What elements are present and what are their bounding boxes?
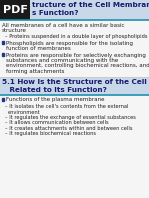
Text: – Proteins suspended in a double layer of phospholipids: – Proteins suspended in a double layer o… bbox=[5, 34, 148, 39]
Text: function of membranes: function of membranes bbox=[6, 46, 71, 51]
Text: Functions of the plasma membrane: Functions of the plasma membrane bbox=[6, 97, 104, 103]
FancyBboxPatch shape bbox=[30, 0, 149, 20]
Text: PDF: PDF bbox=[3, 5, 27, 15]
Text: – It regulates the exchange of essential substances: – It regulates the exchange of essential… bbox=[5, 115, 136, 120]
Text: – It isolates the cell's contents from the external: – It isolates the cell's contents from t… bbox=[5, 104, 128, 109]
FancyBboxPatch shape bbox=[0, 0, 30, 20]
Text: Phospholipids are responsible for the isolating: Phospholipids are responsible for the is… bbox=[6, 41, 133, 46]
Text: Related to Its Function?: Related to Its Function? bbox=[2, 87, 107, 92]
Text: 5.1 How Is the Structure of the Cell Membrane: 5.1 How Is the Structure of the Cell Mem… bbox=[2, 78, 149, 85]
Text: environment, controlling biochemical reactions, and: environment, controlling biochemical rea… bbox=[6, 64, 149, 69]
Bar bbox=[2, 53, 4, 55]
Text: – It regulates biochemical reactions: – It regulates biochemical reactions bbox=[5, 131, 96, 136]
Bar bbox=[2, 98, 4, 101]
Text: tructure of the Cell Membrane: tructure of the Cell Membrane bbox=[32, 2, 149, 8]
Text: structure: structure bbox=[2, 29, 27, 33]
Bar bbox=[2, 41, 4, 44]
Text: – It allows communication between cells: – It allows communication between cells bbox=[5, 121, 109, 126]
Text: All membranes of a cell have a similar basic: All membranes of a cell have a similar b… bbox=[2, 23, 125, 28]
FancyBboxPatch shape bbox=[0, 77, 149, 94]
Text: forming attachments: forming attachments bbox=[6, 69, 64, 74]
Text: s Function?: s Function? bbox=[32, 10, 79, 16]
Text: – It creates attachments within and between cells: – It creates attachments within and betw… bbox=[5, 126, 132, 131]
Text: substances and communicating with the: substances and communicating with the bbox=[6, 58, 118, 63]
Text: Proteins are responsible for selectively exchanging: Proteins are responsible for selectively… bbox=[6, 52, 146, 57]
Text: environment: environment bbox=[8, 109, 41, 114]
